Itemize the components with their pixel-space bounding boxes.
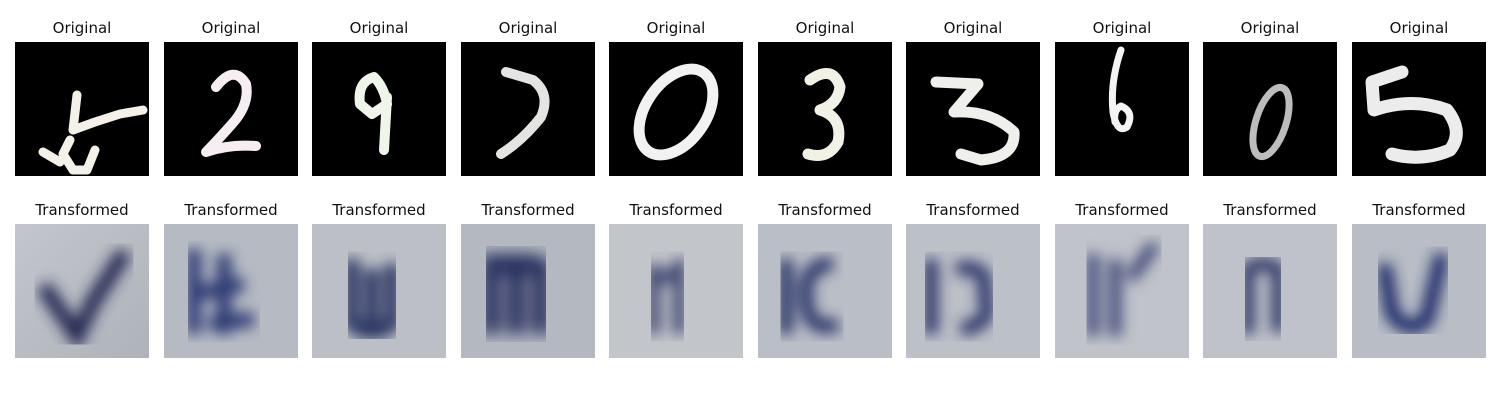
transformed-title: Transformed [1372,201,1466,219]
transformed-image [1352,224,1486,358]
transformed-title: Transformed [184,201,278,219]
original-digit-image [164,42,298,176]
original-digit-image [1203,42,1337,176]
transformed-image [461,224,595,358]
transformed-title: Transformed [332,201,426,219]
original-digit-image [15,42,149,176]
transformed-title: Transformed [481,201,575,219]
transformed-title: Transformed [1075,201,1169,219]
transformed-image [609,224,743,358]
original-title: Original [1240,19,1300,37]
transformed-image [1203,224,1337,358]
original-digit-image [609,42,743,176]
original-title: Original [1389,19,1449,37]
transformed-title: Transformed [629,201,723,219]
transformed-image [758,224,892,358]
original-title: Original [52,19,112,37]
original-digit-image [758,42,892,176]
transformed-title: Transformed [35,201,129,219]
original-title: Original [498,19,558,37]
transformed-image [312,224,446,358]
transformed-image [164,224,298,358]
transformed-image [906,224,1040,358]
transformed-title: Transformed [778,201,872,219]
original-digit-image [906,42,1040,176]
transformed-title: Transformed [1223,201,1317,219]
original-digit-image [1055,42,1189,176]
original-title: Original [795,19,855,37]
transformed-title: Transformed [926,201,1020,219]
original-digit-image [312,42,446,176]
transformed-image [1055,224,1189,358]
original-title: Original [1092,19,1152,37]
original-digit-image [461,42,595,176]
original-digit-image [1352,42,1486,176]
original-title: Original [646,19,706,37]
original-title: Original [943,19,1003,37]
original-title: Original [201,19,261,37]
original-title: Original [349,19,409,37]
transformed-image [15,224,149,358]
